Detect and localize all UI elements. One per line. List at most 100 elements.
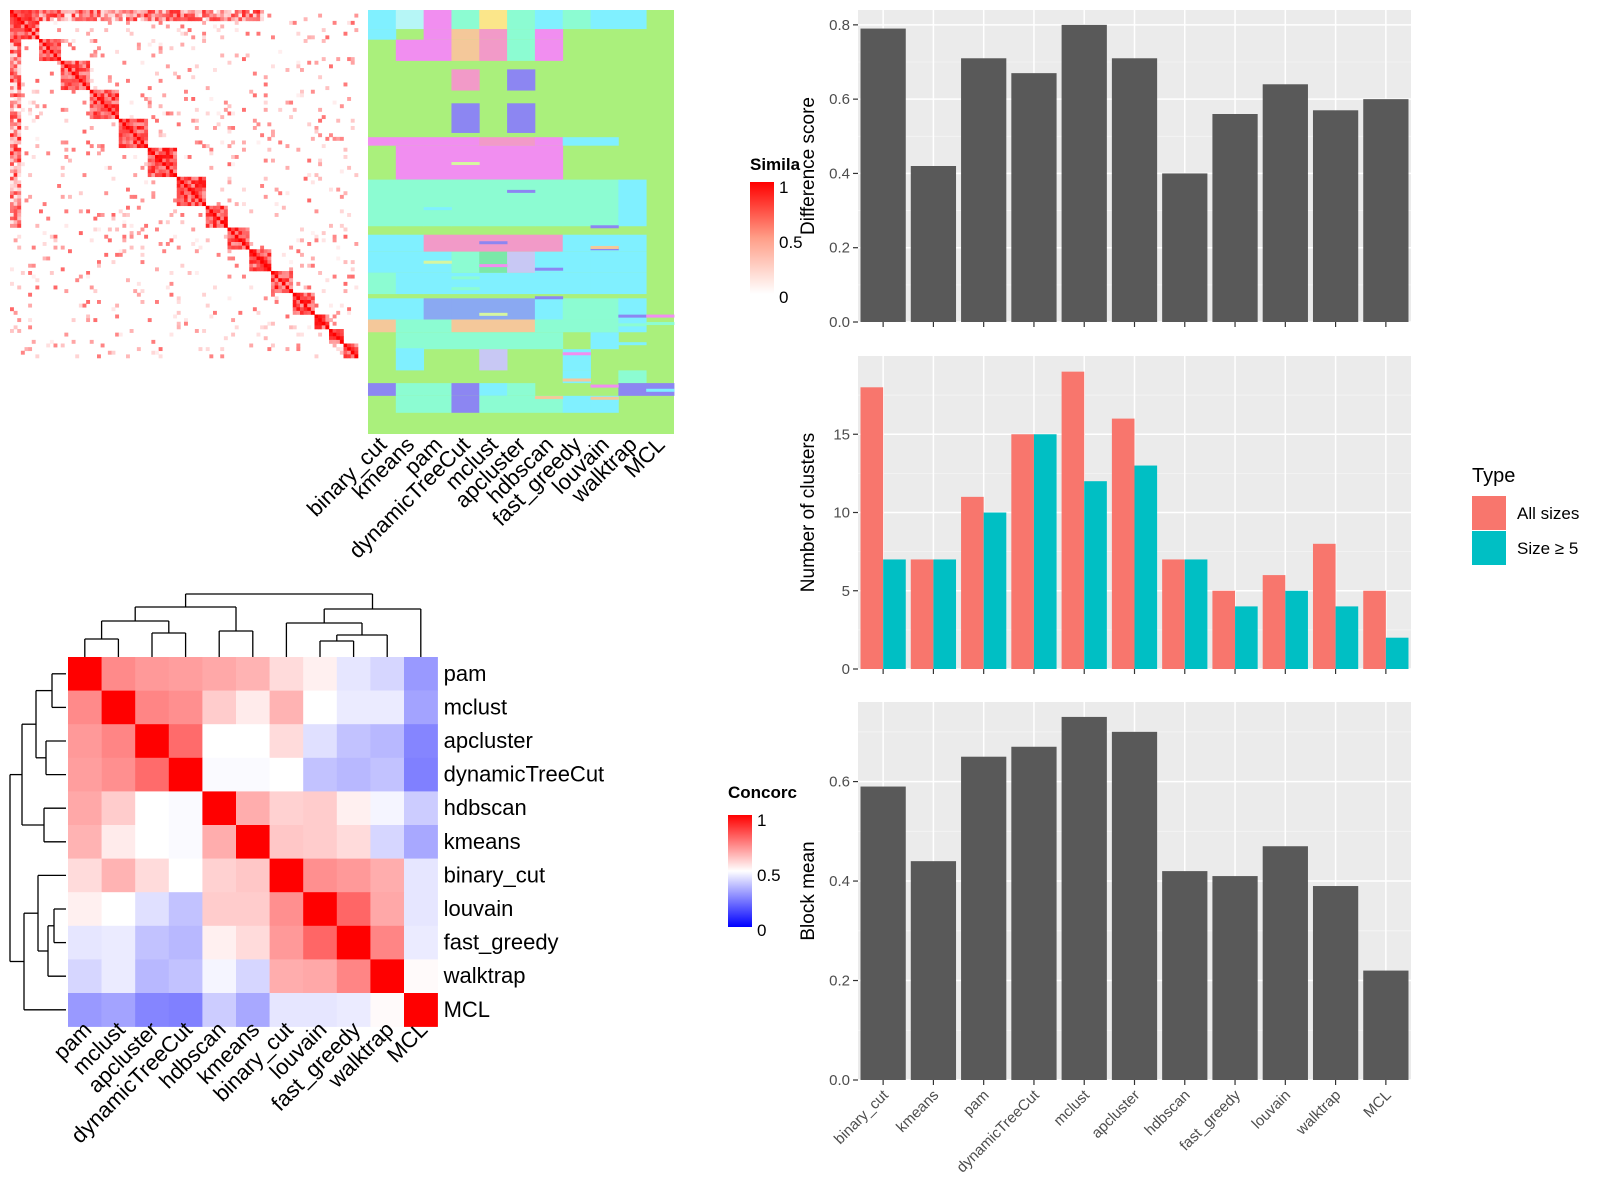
similarity-heatmap xyxy=(10,10,359,359)
similarity-cell xyxy=(209,10,214,14)
cluster-cell xyxy=(423,145,452,180)
similarity-cell xyxy=(176,245,181,250)
similarity-cell xyxy=(198,184,203,188)
similarity-cell xyxy=(187,68,192,72)
cluster-cell xyxy=(451,10,480,30)
similarity-cell xyxy=(158,20,163,25)
similarity-cell xyxy=(198,213,203,217)
similarity-cell xyxy=(249,267,254,272)
similarity-cell xyxy=(231,238,236,243)
similarity-cell xyxy=(97,93,101,98)
similarity-cell xyxy=(256,17,261,22)
similarity-cell xyxy=(151,194,156,199)
cluster-stripe xyxy=(618,323,647,327)
similarity-cell xyxy=(325,35,330,40)
similarity-cell xyxy=(223,234,228,239)
similarity-cell xyxy=(354,350,359,355)
similarity-cell xyxy=(318,162,323,167)
similarity-cell xyxy=(46,39,51,43)
similarity-cell xyxy=(122,122,127,127)
concordance-cell xyxy=(68,892,102,927)
similarity-cell xyxy=(169,213,174,217)
concordance-cell xyxy=(135,993,170,1027)
similarity-cell xyxy=(17,234,22,239)
similarity-cell xyxy=(347,57,352,62)
similarity-cell xyxy=(13,82,18,87)
similarity-cell xyxy=(165,158,170,163)
similarity-cell xyxy=(194,187,199,192)
similarity-cell xyxy=(64,332,69,337)
similarity-cell xyxy=(234,155,239,159)
cluster-cell xyxy=(507,234,536,252)
similarity-cell xyxy=(162,165,167,170)
similarity-cell xyxy=(227,104,232,109)
similarity-cell xyxy=(60,78,65,83)
similarity-cell xyxy=(13,184,18,188)
similarity-cell xyxy=(300,310,304,315)
similarity-cell xyxy=(158,354,163,359)
similarity-cell xyxy=(202,13,207,18)
similarity-cell xyxy=(53,10,58,14)
similarity-cell xyxy=(180,42,185,47)
similarity-cell xyxy=(173,151,178,156)
similarity-cell xyxy=(100,53,105,58)
similarity-cell xyxy=(169,46,174,51)
similarity-cell xyxy=(296,347,301,352)
cluster-stripe xyxy=(534,267,564,271)
concordance-cell xyxy=(269,825,304,859)
bar-binary_cut xyxy=(860,786,906,1080)
bar-apcluster xyxy=(1111,731,1158,1080)
cluster-cell xyxy=(507,29,536,40)
similarity-cell xyxy=(260,252,265,257)
similarity-cell xyxy=(176,111,181,116)
cluster-cell xyxy=(562,10,591,30)
concordance-cell xyxy=(101,858,136,893)
similarity-cell xyxy=(329,332,333,337)
concordance-cell xyxy=(202,757,237,792)
similarity-cell xyxy=(216,122,221,127)
similarity-cell xyxy=(252,13,257,18)
similarity-cell xyxy=(86,140,91,145)
similarity-cell xyxy=(17,209,22,214)
similarity-cell xyxy=(75,86,80,91)
similarity-cell xyxy=(336,245,341,250)
similarity-cell xyxy=(180,213,185,217)
similarity-cell xyxy=(220,17,225,22)
similarity-cell xyxy=(97,104,101,109)
similarity-cell xyxy=(100,89,105,94)
bar-fast_greedy xyxy=(1212,876,1258,1080)
similarity-cell xyxy=(140,122,145,127)
similarity-cell xyxy=(216,202,221,207)
similarity-cell xyxy=(107,104,112,109)
concordance-cell xyxy=(135,892,170,927)
similarity-cell xyxy=(220,13,225,18)
similarity-cell xyxy=(75,60,80,65)
similarity-cell xyxy=(252,307,257,312)
similarity-cell xyxy=(100,144,105,149)
similarity-cell xyxy=(332,100,337,105)
similarity-cell xyxy=(64,64,69,69)
concordance-cell xyxy=(202,657,237,691)
cluster-cell xyxy=(618,272,647,295)
similarity-cell xyxy=(180,31,185,36)
similarity-cell xyxy=(13,220,18,225)
cluster-cell xyxy=(479,251,508,273)
similarity-cell xyxy=(274,202,279,207)
similarity-cell xyxy=(133,140,138,145)
cluster-cell xyxy=(451,137,480,146)
similarity-cell xyxy=(71,10,76,14)
similarity-cell xyxy=(245,13,250,18)
similarity-cell xyxy=(10,68,14,72)
similarity-cell xyxy=(100,107,105,112)
similarity-cell xyxy=(321,321,326,326)
similarity-cell xyxy=(97,144,101,149)
similarity-cell xyxy=(78,231,83,236)
similarity-cell xyxy=(129,231,134,236)
similarity-cell xyxy=(223,213,228,217)
similarity-cell xyxy=(176,300,181,304)
similarity-cell xyxy=(198,176,203,181)
similarity-cell xyxy=(89,17,94,22)
similarity-cell xyxy=(223,336,228,341)
cluster-stripe xyxy=(479,312,508,316)
similarity-cell xyxy=(122,118,127,123)
